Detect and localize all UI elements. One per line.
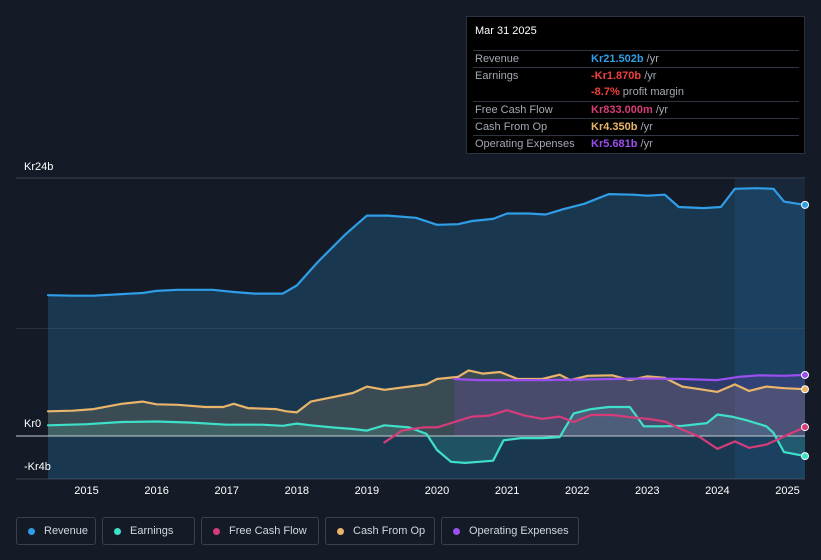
tooltip-row-earnings: Earnings -Kr1.870b /yr <box>473 67 799 84</box>
cash-from-op-line <box>46 369 807 414</box>
legend-dot-icon <box>213 528 220 535</box>
earnings-line <box>46 405 807 464</box>
x-tick-label: 2021 <box>495 485 519 497</box>
x-tick-label: 2020 <box>425 485 449 497</box>
series-lines <box>46 187 807 464</box>
tooltip-date: Mar 31 2025 <box>475 25 537 37</box>
free-cash-flow-end-marker <box>801 423 809 432</box>
legend-dot-icon <box>114 528 121 535</box>
revenue-line <box>46 187 807 297</box>
tooltip-label: Operating Expenses <box>475 138 575 150</box>
legend-label: Revenue <box>44 525 89 537</box>
tooltip-label: Free Cash Flow <box>475 104 553 116</box>
free-cash-flow-line <box>383 409 807 450</box>
tooltip-value: Kr4.350b /yr <box>591 121 653 133</box>
legend-label: Free Cash Flow <box>229 525 307 537</box>
tooltip-row-cash-from-op: Cash From Op Kr4.350b /yr <box>473 118 799 135</box>
legend-label: Earnings <box>130 525 174 537</box>
legend-item-operating-expenses[interactable]: Operating Expenses <box>441 517 579 545</box>
x-tick-label: 2024 <box>705 485 729 497</box>
legend-item-free-cash-flow[interactable]: Free Cash Flow <box>201 517 319 545</box>
operating-expenses-end-marker <box>801 370 809 379</box>
tooltip-row-operating-expenses: Operating Expenses Kr5.681b /yr <box>473 135 799 152</box>
legend-dot-icon <box>337 528 344 535</box>
tooltip-row-profit-margin: -8.7% profit margin <box>473 84 799 101</box>
legend-dot-icon <box>453 528 460 535</box>
legend-item-revenue[interactable]: Revenue <box>16 517 96 545</box>
tooltip-panel: Mar 31 2025 Revenue Kr21.502b /yr Earnin… <box>466 16 805 154</box>
operating-expenses-area <box>454 374 805 436</box>
cash-from-op-end-marker <box>801 385 809 394</box>
legend-item-cash-from-op[interactable]: Cash From Op <box>325 517 435 545</box>
tooltip-value: Kr5.681b /yr <box>591 138 653 150</box>
tooltip-value: -Kr1.870b /yr <box>591 70 657 82</box>
x-axis-ticks: 2015 2016 2017 2018 2019 2020 2021 2022 2023 2024… <box>74 485 799 497</box>
series-end-markers <box>801 200 809 461</box>
legend-label: Cash From Op <box>353 525 426 537</box>
revenue-end-marker <box>801 200 809 209</box>
legend-label: Operating Expenses <box>469 525 569 537</box>
x-tick-label: 2019 <box>355 485 379 497</box>
tooltip-row-revenue: Revenue Kr21.502b /yr <box>473 50 799 67</box>
y-axis-top-label: Kr24b <box>24 161 53 173</box>
tooltip-value: Kr833.000m /yr <box>591 104 669 116</box>
x-tick-label: 2015 <box>74 485 98 497</box>
tooltip-value: -8.7% profit margin <box>591 86 684 98</box>
legend-dot-icon <box>28 528 35 535</box>
cash-from-op-area <box>48 370 805 436</box>
tooltip-label: Earnings <box>475 70 519 82</box>
x-tick-label: 2018 <box>285 485 309 497</box>
tooltip-row-free-cash-flow: Free Cash Flow Kr833.000m /yr <box>473 101 799 118</box>
tooltip-value: Kr21.502b /yr <box>591 53 659 65</box>
chart-area: Kr24b Kr0 -Kr4b 2015 2016 2017 2018 2019 2020… <box>16 161 809 497</box>
x-tick-label: 2023 <box>635 485 659 497</box>
x-tick-label: 2025 <box>775 485 799 497</box>
y-axis-bottom-label: -Kr4b <box>24 461 51 473</box>
x-tick-label: 2022 <box>565 485 589 497</box>
earnings-end-marker <box>801 452 809 461</box>
operating-expenses-line <box>453 373 807 382</box>
legend-item-earnings[interactable]: Earnings <box>102 517 195 545</box>
tooltip-label: Revenue <box>475 53 520 65</box>
tooltip-label: Cash From Op <box>475 121 548 133</box>
y-axis-zero-label: Kr0 <box>24 418 41 430</box>
x-tick-label: 2016 <box>144 485 168 497</box>
x-tick-label: 2017 <box>214 485 238 497</box>
